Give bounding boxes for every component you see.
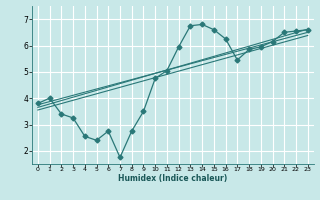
X-axis label: Humidex (Indice chaleur): Humidex (Indice chaleur) [118,174,228,183]
